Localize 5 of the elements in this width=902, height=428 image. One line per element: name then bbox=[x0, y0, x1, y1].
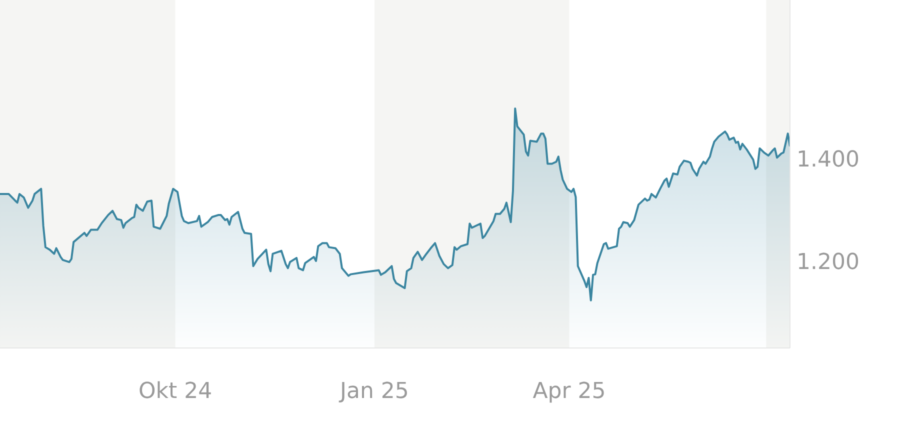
x-tick-label: Okt 24 bbox=[138, 379, 212, 404]
x-tick-label: Apr 25 bbox=[532, 379, 606, 404]
x-tick-label: Jan 25 bbox=[338, 379, 409, 404]
y-tick-label: 1.200 bbox=[796, 250, 860, 275]
y-tick-label: 1.400 bbox=[796, 147, 860, 172]
